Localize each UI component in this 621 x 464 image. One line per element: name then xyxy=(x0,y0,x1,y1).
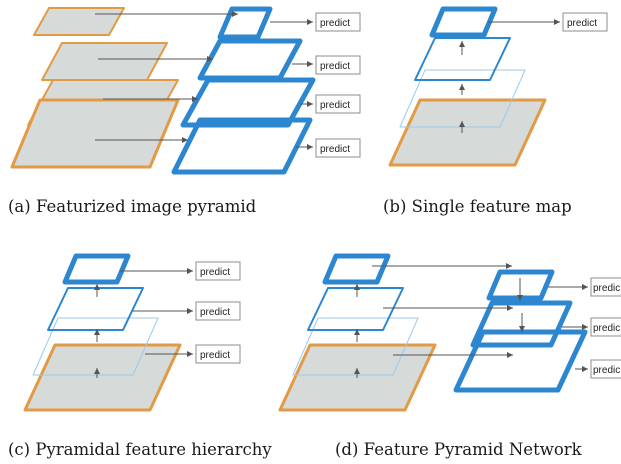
panel-b: predict (b) Single feature map xyxy=(383,6,608,216)
panel-a: predict predict predict predict (a) Feat… xyxy=(8,6,361,216)
feature-map-top xyxy=(429,6,498,38)
feature-map-1 xyxy=(171,117,313,175)
predict-box xyxy=(590,317,621,337)
input-image xyxy=(23,343,182,412)
predict-box xyxy=(315,12,361,32)
predict-label: predict xyxy=(320,18,350,29)
image-to-feature-arrows xyxy=(95,11,238,143)
bottom-up-feature-top xyxy=(322,253,391,285)
feature-map-medium xyxy=(414,37,511,81)
caption-d: (d) Feature Pyramid Network xyxy=(335,440,583,459)
predict-box xyxy=(195,344,241,364)
feature-maps xyxy=(171,6,316,175)
predict-label: predict xyxy=(200,350,230,361)
caption-b: (b) Single feature map xyxy=(383,197,572,216)
predict-label: predic xyxy=(593,323,620,334)
feature-map-light xyxy=(32,317,159,376)
caption-c: (c) Pyramidal feature hierarchy xyxy=(8,440,272,459)
predict-label: predict xyxy=(200,267,230,278)
feature-map-top xyxy=(62,253,131,285)
predict-box xyxy=(590,277,621,297)
predict-box xyxy=(590,359,621,379)
bottom-up-feature-medium xyxy=(307,287,404,331)
panel-c: predict predict predict (c) Pyramidal fe… xyxy=(8,253,272,459)
feature-map-medium xyxy=(47,287,144,331)
caption-a: (a) Featurized image pyramid xyxy=(8,197,257,216)
predict-label: predict xyxy=(567,18,597,29)
image-pyramid xyxy=(10,7,180,169)
feature-map-4 xyxy=(217,6,273,40)
bottom-up-feature-light xyxy=(292,317,419,376)
image-level-3 xyxy=(41,42,168,81)
panel-d: predic predic predic (d) Feature Pyramid… xyxy=(278,253,621,459)
predict-label: predict xyxy=(320,144,350,155)
predict-label: predic xyxy=(593,283,620,294)
top-down-feature-1 xyxy=(453,329,588,393)
predict-label: predict xyxy=(320,61,350,72)
feature-map-2 xyxy=(180,77,316,128)
feature-map-3 xyxy=(197,38,303,81)
top-down-feature-2 xyxy=(470,300,573,348)
input-image xyxy=(388,98,547,167)
top-down-feature-3 xyxy=(486,269,555,301)
predict-outputs: predict predict predict predict xyxy=(270,12,361,158)
predict-box xyxy=(315,55,361,75)
predict-label: predict xyxy=(320,100,350,111)
predict-label: predict xyxy=(200,307,230,318)
predict-label: predic xyxy=(593,365,620,376)
predict-box xyxy=(315,138,361,158)
feature-map-light xyxy=(399,69,526,128)
image-level-4 xyxy=(33,7,125,36)
predict-box xyxy=(195,301,241,321)
predict-box xyxy=(562,12,608,32)
image-level-1 xyxy=(10,98,180,169)
predict-box xyxy=(315,94,361,114)
predict-box xyxy=(195,261,241,281)
